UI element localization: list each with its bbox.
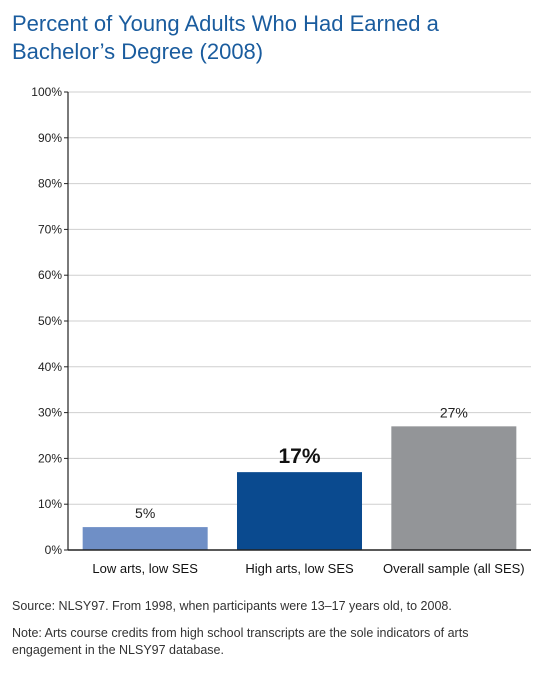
y-tick-label: 70% <box>38 222 62 236</box>
data-label: 27% <box>440 404 468 420</box>
x-tick-label: Overall sample (all SES) <box>383 561 525 576</box>
bars <box>82 426 517 550</box>
bar <box>82 527 208 550</box>
bar <box>236 472 363 550</box>
footnote: Note: Arts course credits from high scho… <box>12 626 469 657</box>
x-tick-label: Low arts, low SES <box>92 561 198 576</box>
y-tick-label: 60% <box>38 268 62 282</box>
labels: 0% 10% 20% 30% 40% 50% 60% 70% 80% 90% 100% 5% Low a… <box>31 85 524 576</box>
gridlines <box>68 91 531 505</box>
y-tick-label: 80% <box>38 177 62 191</box>
y-tick-label: 10% <box>38 497 62 511</box>
data-label: 17% <box>278 445 320 468</box>
x-tick-label: High arts, low SES <box>245 561 354 576</box>
bar-chart: 0% 10% 20% 30% 40% 50% 60% 70% 80% 90% 100% 5% Low a… <box>31 85 531 576</box>
chart-title: Percent of Young Adults Who Had Earned a… <box>12 11 439 64</box>
y-tick-label: 0% <box>45 543 63 557</box>
y-tick-label: 90% <box>38 131 62 145</box>
y-tick-label: 20% <box>38 451 62 465</box>
y-tick-label: 50% <box>38 314 62 328</box>
y-tick-label: 100% <box>31 85 62 99</box>
y-tick-label: 30% <box>38 406 62 420</box>
bar <box>391 426 517 550</box>
data-label: 5% <box>135 505 155 521</box>
axes <box>64 91 531 551</box>
y-tick-label: 40% <box>38 360 62 374</box>
source-note: Source: NLSY97. From 1998, when particip… <box>12 599 452 613</box>
